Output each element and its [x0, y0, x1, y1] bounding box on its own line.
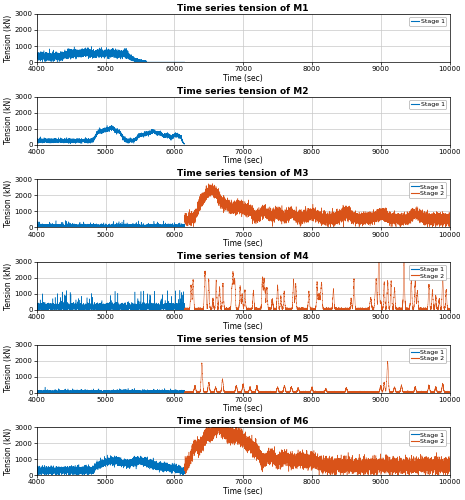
Y-axis label: Tension (kN): Tension (kN) — [4, 428, 13, 475]
Legend: Stage 1, Stage 2: Stage 1, Stage 2 — [409, 348, 446, 363]
Title: Time series tension of M6: Time series tension of M6 — [178, 418, 309, 426]
Title: Time series tension of M5: Time series tension of M5 — [178, 334, 309, 344]
X-axis label: Time (sec): Time (sec) — [223, 156, 263, 166]
Legend: Stage 1, Stage 2: Stage 1, Stage 2 — [409, 182, 446, 198]
X-axis label: Time (sec): Time (sec) — [223, 404, 263, 413]
Legend: Stage 1: Stage 1 — [409, 100, 446, 109]
X-axis label: Time (sec): Time (sec) — [223, 487, 263, 496]
Title: Time series tension of M1: Time series tension of M1 — [178, 4, 309, 13]
Legend: Stage 1, Stage 2: Stage 1, Stage 2 — [409, 430, 446, 446]
Title: Time series tension of M2: Time series tension of M2 — [178, 87, 309, 96]
Y-axis label: Tension (kN): Tension (kN) — [4, 262, 13, 310]
Title: Time series tension of M4: Time series tension of M4 — [177, 252, 309, 261]
Y-axis label: Tension (kN): Tension (kN) — [4, 345, 13, 392]
Legend: Stage 1: Stage 1 — [409, 17, 446, 26]
X-axis label: Time (sec): Time (sec) — [223, 322, 263, 330]
Legend: Stage 1, Stage 2: Stage 1, Stage 2 — [409, 265, 446, 280]
X-axis label: Time (sec): Time (sec) — [223, 74, 263, 82]
Y-axis label: Tension (kN): Tension (kN) — [4, 180, 13, 227]
X-axis label: Time (sec): Time (sec) — [223, 239, 263, 248]
Y-axis label: Tension (kN): Tension (kN) — [4, 14, 13, 62]
Y-axis label: Tension (kN): Tension (kN) — [4, 97, 13, 144]
Title: Time series tension of M3: Time series tension of M3 — [178, 170, 309, 178]
